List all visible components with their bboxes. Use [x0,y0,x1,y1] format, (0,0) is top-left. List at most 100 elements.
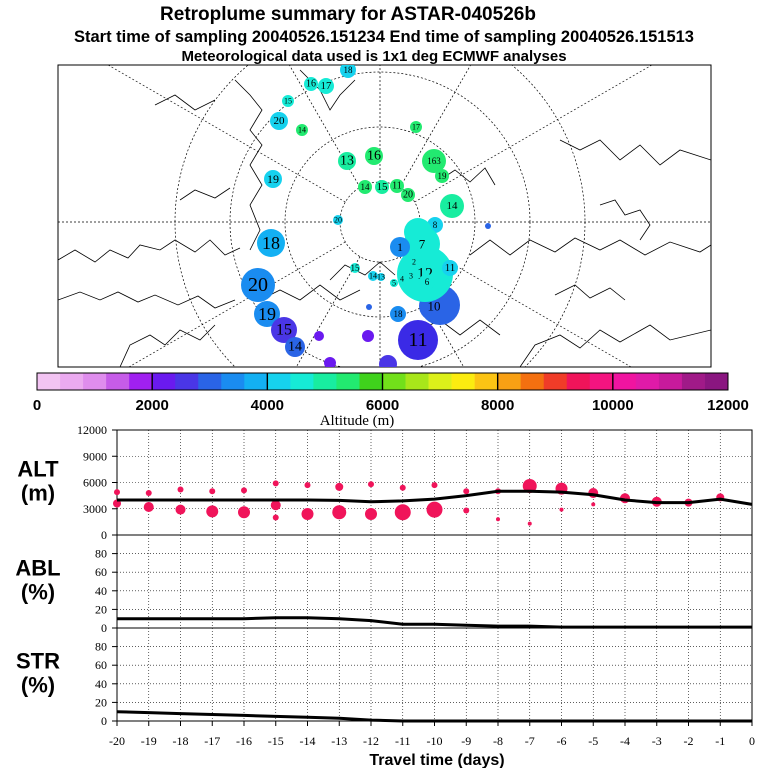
map-frame [57,64,712,368]
altitude-point [241,487,247,494]
plume-bubble [398,320,438,360]
colorbar-segment [313,373,337,390]
plume-bubble [254,301,280,327]
str-series-line [116,710,752,723]
x-tick-label: -14 [300,734,316,748]
plume-day-label: 11 [445,262,456,274]
y-tick-label: 60 [95,565,107,579]
plume-dot [362,330,374,342]
altitude-point [238,506,250,519]
colorbar-segment [566,373,591,390]
plume-bubble [410,258,418,266]
colorbar-segment [152,373,176,390]
plume-bubble [390,279,398,287]
coastline [58,291,236,309]
altitude-point [431,482,438,489]
plume-bubble [270,112,288,130]
plume-bubble [304,77,318,91]
plume-bubble [390,237,410,257]
plume-bubble [271,317,297,343]
colorbar-segment [428,373,452,390]
x-tick-label: -13 [331,734,347,748]
altitude-point [527,521,532,526]
plume-day-label: 18 [262,233,280,253]
altitude-point [463,507,470,514]
meteo-data-line: Meteorological data used is 1x1 deg ECMW… [181,48,566,65]
colorbar-segment [83,373,107,390]
plume-bubble [375,180,389,194]
y-tick-label: 0 [101,528,107,542]
plume-bubble [264,170,282,188]
plume-bubble [390,179,404,193]
altitude-point [365,508,377,520]
plume-bubble [422,149,446,173]
colorbar-segment [497,373,521,390]
plume-day-label: 15 [377,181,389,193]
coastline [259,284,361,301]
plume-day-label: 10 [428,299,441,314]
panel-unit: (m) [21,481,55,506]
x-tick-label: -20 [109,734,125,748]
plume-bubble [358,180,372,194]
plume-bubble [442,260,458,276]
coastline [469,237,711,256]
plume-day-label: 14 [288,340,302,355]
meridian-line [128,241,346,367]
altitude-point [304,482,311,489]
altitude-point [559,507,564,512]
meridian-line [414,241,632,367]
plume-bubble [296,124,308,136]
altitude-point [175,504,186,515]
alt-series-line [117,489,753,506]
plume-bubble [257,229,285,257]
colorbar-label: Altitude (m) [320,413,395,429]
altitude-point [143,502,154,512]
y-tick-label: 40 [95,584,107,598]
plume-day-label: 14 [447,200,459,212]
colorbar-segment [267,373,291,390]
colorbar-tick-label: 6000 [366,397,399,414]
coastline [179,187,231,201]
altitude-point [426,501,443,518]
plume-bubble [398,275,406,283]
colorbar-segment [520,373,545,390]
altitude-point [177,486,184,493]
coastline [119,324,216,367]
plume-day-label: 19 [258,304,276,324]
x-tick-label: -12 [363,734,379,748]
x-tick-label: -6 [557,734,567,748]
coastline [439,167,496,186]
plume-bubble [410,121,422,133]
colorbar-segment [474,373,498,390]
altitude-point [463,488,470,495]
plume-day-label: 14 [369,272,377,281]
plume-bubble [350,263,360,273]
plume-day-label: 17 [412,123,420,132]
x-axis-title: Travel time (days) [369,752,504,768]
altitude-point [301,508,314,520]
colorbar-tick-label: 12000 [707,397,749,414]
y-tick-label: 20 [95,602,107,616]
colorbar-segment [129,373,153,390]
plume-bubble [340,65,356,78]
panel-abl: 0 20 40 60 80 ABL(%) [15,534,753,635]
x-tick-label: -5 [588,734,598,748]
meridian-line [295,256,361,367]
plume-day-label: 7 [419,237,426,252]
y-tick-label: 12000 [77,423,107,437]
plume-dot [314,331,324,341]
plume-dot [485,223,491,229]
colorbar-segment [60,373,84,390]
x-tick-label: 0 [749,734,755,748]
y-tick-label: 20 [95,695,107,709]
altitude-point [394,504,411,521]
plume-day-label: 17 [321,80,333,92]
colorbar-tick-label: 0 [33,397,41,414]
altitude-point [272,514,279,521]
graticule [58,65,711,367]
y-tick-label: 6000 [83,476,107,490]
colorbar-segment [106,373,130,390]
plume-bubble [282,95,294,107]
